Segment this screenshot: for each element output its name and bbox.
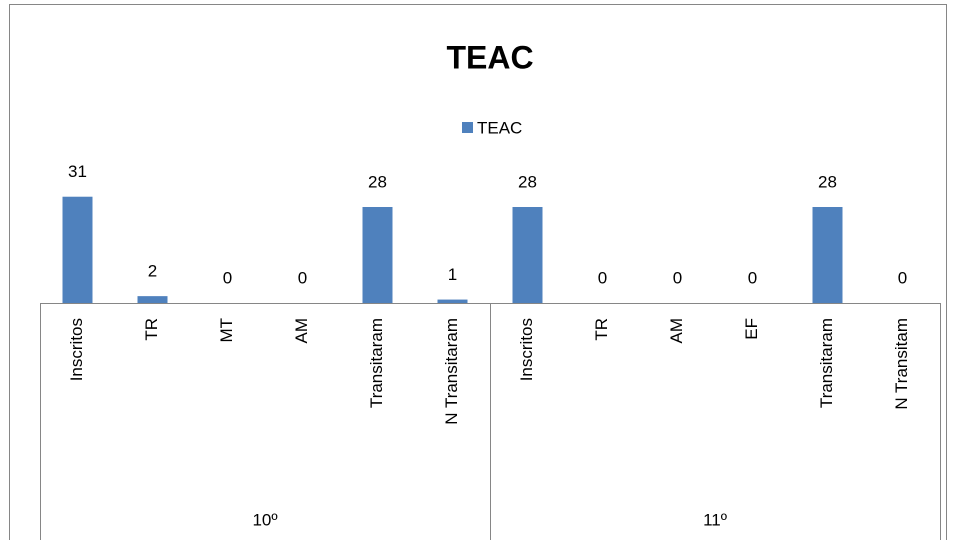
chart-title: TEAC [446,39,533,75]
x-tick-label: TR [142,318,161,341]
data-label: 0 [223,268,232,287]
data-label: 0 [748,268,757,287]
group-label: 10º [252,510,277,529]
data-label: 2 [148,262,157,281]
bar [512,207,543,303]
data-label: 0 [598,268,607,287]
data-label: 1 [448,265,457,284]
bar [437,299,468,303]
bar [62,196,93,303]
x-tick-label: TR [592,318,611,341]
x-tick-label: EF [742,318,761,340]
chart-border [9,4,947,540]
x-tick-label: N Transitam [892,318,911,410]
bar [137,296,168,303]
data-label: 0 [298,268,307,287]
x-tick-label: AM [292,318,311,344]
x-tick-label: N Transitaram [442,318,461,425]
x-tick-label: Inscritos [517,318,536,381]
legend-label: TEAC [477,118,522,137]
data-label: 28 [518,172,537,191]
data-label: 28 [368,172,387,191]
bar [812,207,843,303]
x-tick-label: Inscritos [67,318,86,381]
x-tick-label: MT [217,318,236,343]
group-label: 11º [703,510,727,529]
x-tick-label: Transitaram [367,318,386,408]
bar [362,207,393,303]
legend-swatch [462,122,473,133]
x-tick-label: Transitaram [817,318,836,408]
data-label: 0 [898,268,907,287]
data-label: 28 [818,172,837,191]
x-tick-label: AM [667,318,686,344]
data-label: 0 [673,268,682,287]
data-label: 31 [68,162,87,181]
